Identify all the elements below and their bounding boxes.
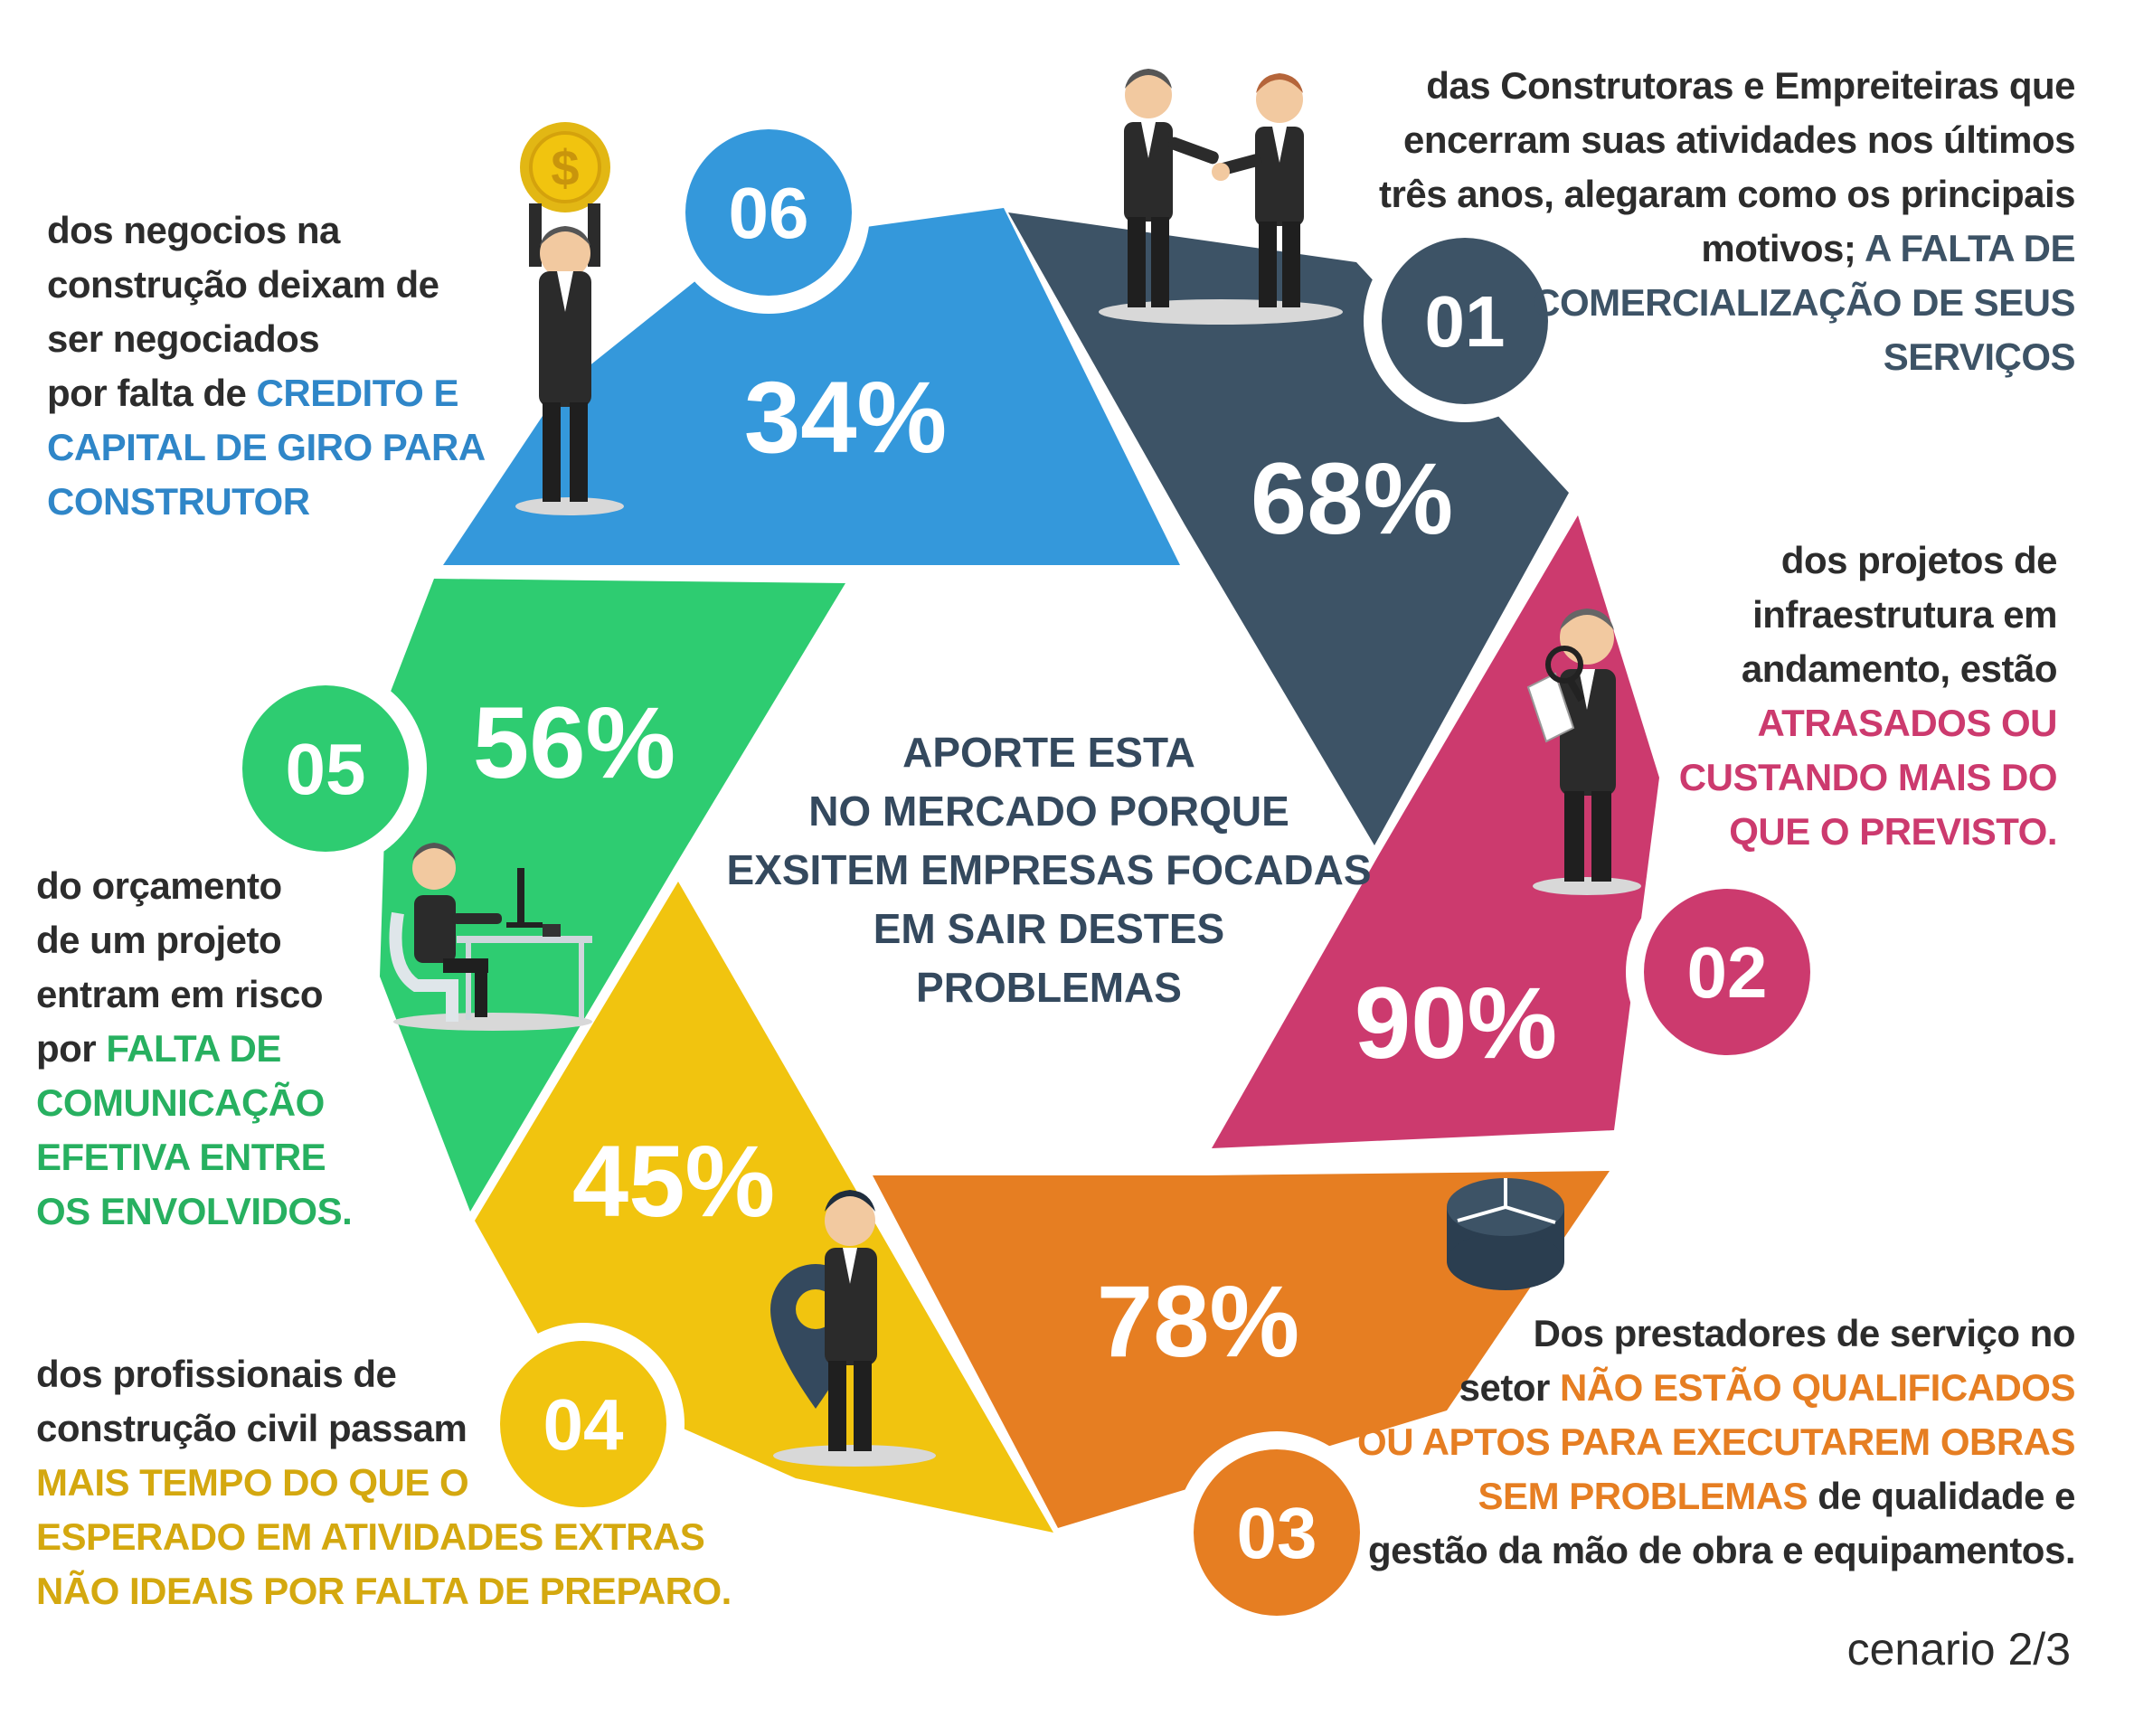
desc-05-line: por [36,1027,107,1070]
desc-04-highlight: ESPERADO EM ATIVIDADES EXTRAS [36,1515,705,1558]
segment-03-percent: 78% [1097,1265,1299,1378]
desc-06-highlight: CREDITO E [256,372,459,414]
center-line: EM SAIR DESTES [873,905,1225,952]
desc-03-line: Dos prestadores de serviço no [1533,1312,2076,1354]
desc-01-highlight: SERVIÇOS [1883,335,2076,378]
desc-05-line: entram em risco [36,973,323,1015]
desc-02-line: infraestrutura em [1752,593,2057,636]
desc-01-line: motivos; [1701,227,1865,269]
svg-text:$: $ [551,139,579,196]
segment-04-percent: 45% [572,1125,775,1238]
desk-worker-icon [389,843,592,1031]
badge-06 [685,129,852,296]
badge-03 [1194,1449,1360,1616]
badge-04 [500,1341,666,1507]
desc-05-highlight: FALTA DE [106,1027,281,1070]
badge-05-number: 05 [286,729,366,809]
desc-06-highlight: CAPITAL DE GIRO PARA [47,426,486,468]
desc-03-line: setor [1459,1366,1560,1409]
segment-02-percent: 90% [1355,967,1557,1080]
center-line: EXSITEM EMPRESAS FOCADAS [726,846,1372,893]
badge-02-number: 02 [1687,932,1768,1013]
desc-03-line: de qualidade e [1808,1475,2075,1517]
segment-06-percent: 34% [744,361,947,474]
location-pin-person-icon [770,1190,936,1467]
badge-05 [242,685,409,852]
desc-04-line: dos profissionais de [36,1353,397,1395]
desc-05-line: de um projeto [36,919,282,961]
desc-02-line: dos projetos de [1780,539,2058,581]
desc-06-line: construção deixam de [47,263,439,306]
segment-05 [380,579,845,1212]
segment-03 [873,1171,1610,1528]
desc-04-highlight: MAIS TEMPO DO QUE O [36,1461,469,1504]
center-line: APORTE ESTA [902,729,1195,776]
segment-02 [1212,515,1659,1148]
description-01: das Construtoras e Empreiteiras que ence… [1352,59,2075,384]
desc-01-line: três anos, alegaram como os principais [1379,173,2075,215]
center-message: APORTE ESTA NO MERCADO PORQUE EXSITEM EM… [687,723,1411,1017]
pie-chart-icon [1447,1178,1564,1290]
desc-01-line: das Construtoras e Empreiteiras que [1426,64,2075,107]
description-03: Dos prestadores de serviço no setor NÃO … [1352,1307,2075,1578]
desc-05-line: do orçamento [36,864,282,907]
desc-03-line: gestão da mão de obra e equipamentos. [1367,1529,2076,1571]
description-06: dos negocios na construção deixam de ser… [47,203,499,529]
desc-02-highlight: ATRASADOS OU [1757,702,2057,744]
desc-06-line: por falta de [47,372,257,414]
segment-01-percent: 68% [1251,442,1453,555]
page-footer: cenario 2/3 [1846,1624,2071,1675]
desc-02-line: andamento, estão [1741,647,2058,690]
segment-06 [443,208,1180,565]
badge-02 [1644,889,1810,1055]
desc-03-highlight: NÃO ESTÃO QUALIFICADOS [1559,1366,2076,1409]
desc-06-line: ser negociados [47,317,320,360]
coin-person-icon: $ [515,122,624,515]
description-02: dos projetos de infraestrutura em andame… [1623,533,2058,859]
badge-06-number: 06 [729,173,809,253]
description-05: do orçamento de um projeto entram em ris… [36,859,416,1239]
handshake-icon [1099,69,1343,325]
desc-01-highlight: COMERCIALIZAÇÃO DE SEUS [1533,281,2075,324]
desc-04-highlight: NÃO IDEAIS POR FALTA DE PREPARO. [36,1570,732,1612]
badge-04-number: 04 [543,1384,624,1465]
desc-02-highlight: QUE O PREVISTO. [1729,810,2057,853]
desc-04-line: construção civil passam [36,1407,467,1449]
badge-03-number: 03 [1237,1493,1317,1573]
desc-01-highlight: A FALTA DE [1865,227,2075,269]
desc-06-highlight: CONSTRUTOR [47,480,310,523]
desc-01-line: encerram suas atividades nos últimos [1403,118,2075,161]
magnifier-person-icon [1526,609,1641,895]
badge-01 [1382,238,1548,404]
segment-05-percent: 56% [473,686,675,799]
desc-03-highlight: SEM PROBLEMAS [1478,1475,1808,1517]
center-line: NO MERCADO PORQUE [808,788,1289,835]
desc-05-highlight: EFETIVA ENTRE [36,1136,326,1178]
desc-06-line: dos negocios na [47,209,340,251]
desc-05-highlight: OS ENVOLVIDOS. [36,1190,353,1232]
description-04: dos profissionais de construção civil pa… [36,1347,732,1618]
badge-01-number: 01 [1425,281,1506,362]
center-line: PROBLEMAS [916,964,1182,1011]
desc-03-highlight: OU APTOS PARA EXECUTAREM OBRAS [1357,1420,2075,1463]
desc-05-highlight: COMUNICAÇÃO [36,1081,325,1124]
desc-02-highlight: CUSTANDO MAIS DO [1678,756,2058,798]
